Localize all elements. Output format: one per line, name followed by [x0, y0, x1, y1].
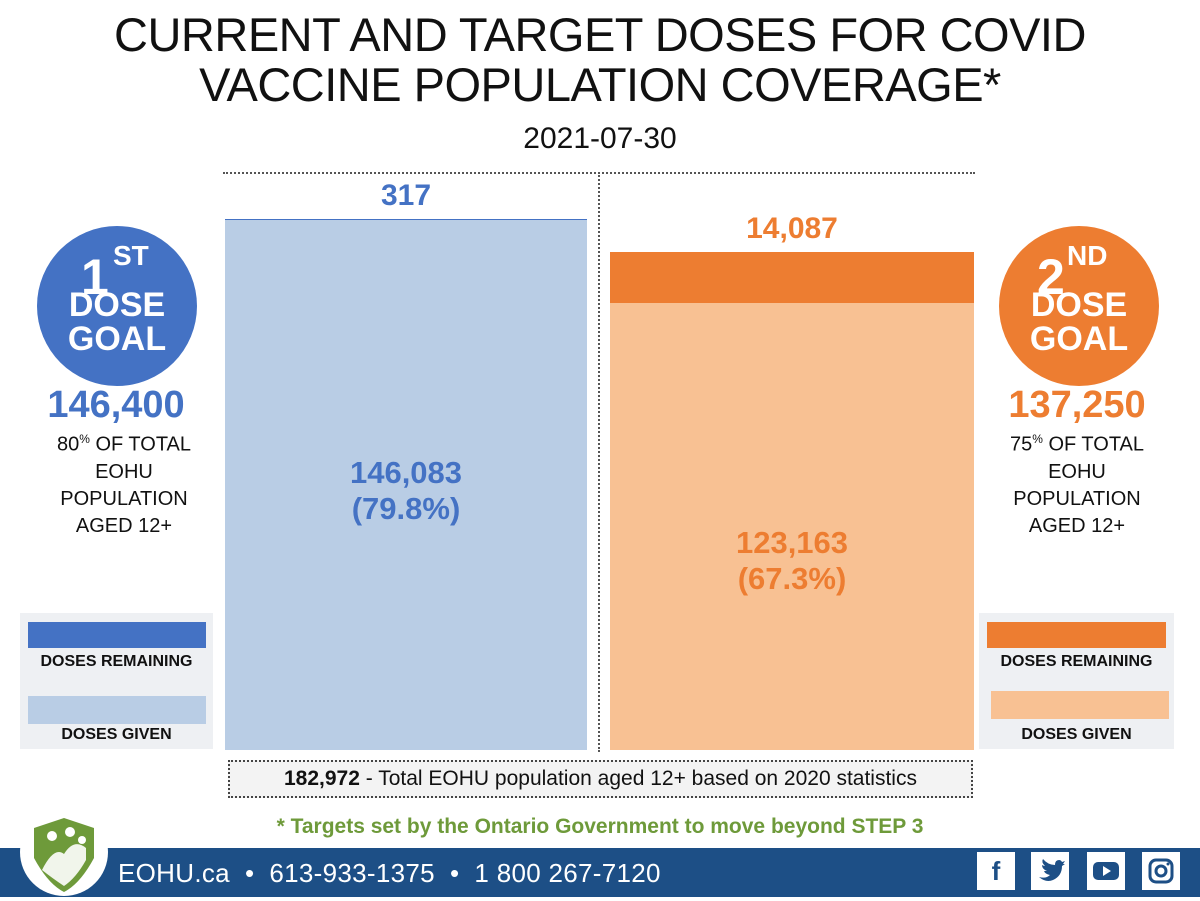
second-dose-word: DOSE — [1030, 286, 1128, 324]
second-dose-desc-line2: EOHU — [1048, 460, 1106, 483]
center-divider — [598, 172, 600, 752]
twitter-icon[interactable] — [1031, 852, 1069, 890]
total-population-value: 182,972 — [284, 767, 360, 790]
bar-doses-given-2 — [610, 303, 974, 750]
legend-swatch-given — [991, 691, 1169, 719]
legend-label-given: DOSES GIVEN — [1021, 726, 1132, 743]
first-dose-percent-sign: % — [79, 432, 90, 446]
eohu-logo — [20, 808, 108, 896]
legend-label-given: DOSES GIVEN — [61, 726, 172, 743]
first-dose-desc-line1: OF TOTAL — [89, 433, 192, 456]
chart-title: CURRENT AND TARGET DOSES FOR COVID VACCI… — [114, 8, 1086, 111]
data-label-remaining-2: 14,087 — [746, 212, 838, 246]
first-dose-desc-line2: EOHU — [95, 460, 153, 483]
bar-doses-remaining-1 — [225, 219, 587, 221]
second-dose-desc-line4: AGED 12+ — [1028, 514, 1126, 537]
legend-label-remaining: DOSES REMAINING — [1000, 653, 1153, 670]
first-dose-percent: 80 — [56, 433, 80, 456]
legend-swatch-remaining — [987, 622, 1166, 648]
facebook-icon[interactable]: f — [977, 852, 1015, 890]
second-dose-desc-line3: POPULATION — [1013, 487, 1141, 510]
first-dose-desc-line4: AGED 12+ — [75, 514, 173, 537]
first-dose-goal-value: 146,400 — [47, 384, 185, 426]
footnote: * Targets set by the Ontario Government … — [276, 815, 924, 838]
bar-doses-remaining-2 — [610, 252, 974, 304]
first-dose-ordinal-number: 1 — [81, 249, 109, 305]
data-label-given-2: 123,163 (67.3%) — [735, 525, 849, 596]
second-dose-goal-description: 75% OF TOTAL EOHU POPULATION AGED 12+ — [977, 426, 1177, 540]
second-dose-desc-line1: OF TOTAL — [1042, 433, 1145, 456]
chart-date: 2021-07-30 — [523, 122, 677, 155]
second-dose-legend: DOSES REMAINING DOSES GIVEN — [979, 613, 1174, 749]
first-dose-desc-line3: POPULATION — [60, 487, 188, 510]
second-dose-goal-value: 137,250 — [1008, 384, 1146, 426]
first-goal-word: GOAL — [67, 320, 167, 358]
legend-swatch-given — [28, 696, 206, 724]
second-dose-goal-circle: 2 ND DOSE GOAL — [999, 226, 1159, 386]
first-dose-goal-description: 80% OF TOTAL EOHU POPULATION AGED 12+ — [24, 426, 224, 540]
first-dose-legend: DOSES REMAINING DOSES GIVEN — [20, 613, 213, 749]
data-label-given-1: 146,083 (79.8%) — [349, 455, 463, 526]
second-dose-percent-sign: % — [1032, 432, 1043, 446]
first-dose-word: DOSE — [68, 286, 166, 324]
footer-contact-text: EOHU.ca • 613-933-1375 • 1 800 267-7120 — [118, 858, 661, 888]
second-dose-percent: 75 — [1009, 433, 1033, 456]
instagram-icon[interactable] — [1142, 852, 1180, 890]
legend-label-remaining: DOSES REMAINING — [40, 653, 193, 670]
first-dose-ordinal-suffix: ST — [113, 240, 149, 271]
second-goal-word: GOAL — [1029, 320, 1129, 358]
second-dose-ordinal-number: 2 — [1037, 249, 1065, 305]
bar-doses-given-1 — [225, 220, 587, 750]
legend-swatch-remaining — [28, 622, 206, 648]
second-dose-ordinal-suffix: ND — [1067, 240, 1108, 271]
total-population-box: 182,972 - Total EOHU population aged 12+… — [228, 760, 973, 798]
first-dose-goal-circle: 1 ST DOSE GOAL — [37, 226, 197, 386]
data-label-remaining-1: 317 — [380, 179, 432, 212]
youtube-icon[interactable] — [1087, 852, 1125, 890]
total-population-text: - Total EOHU population aged 12+ based o… — [359, 767, 917, 790]
eohu-logo-icon — [34, 818, 94, 892]
